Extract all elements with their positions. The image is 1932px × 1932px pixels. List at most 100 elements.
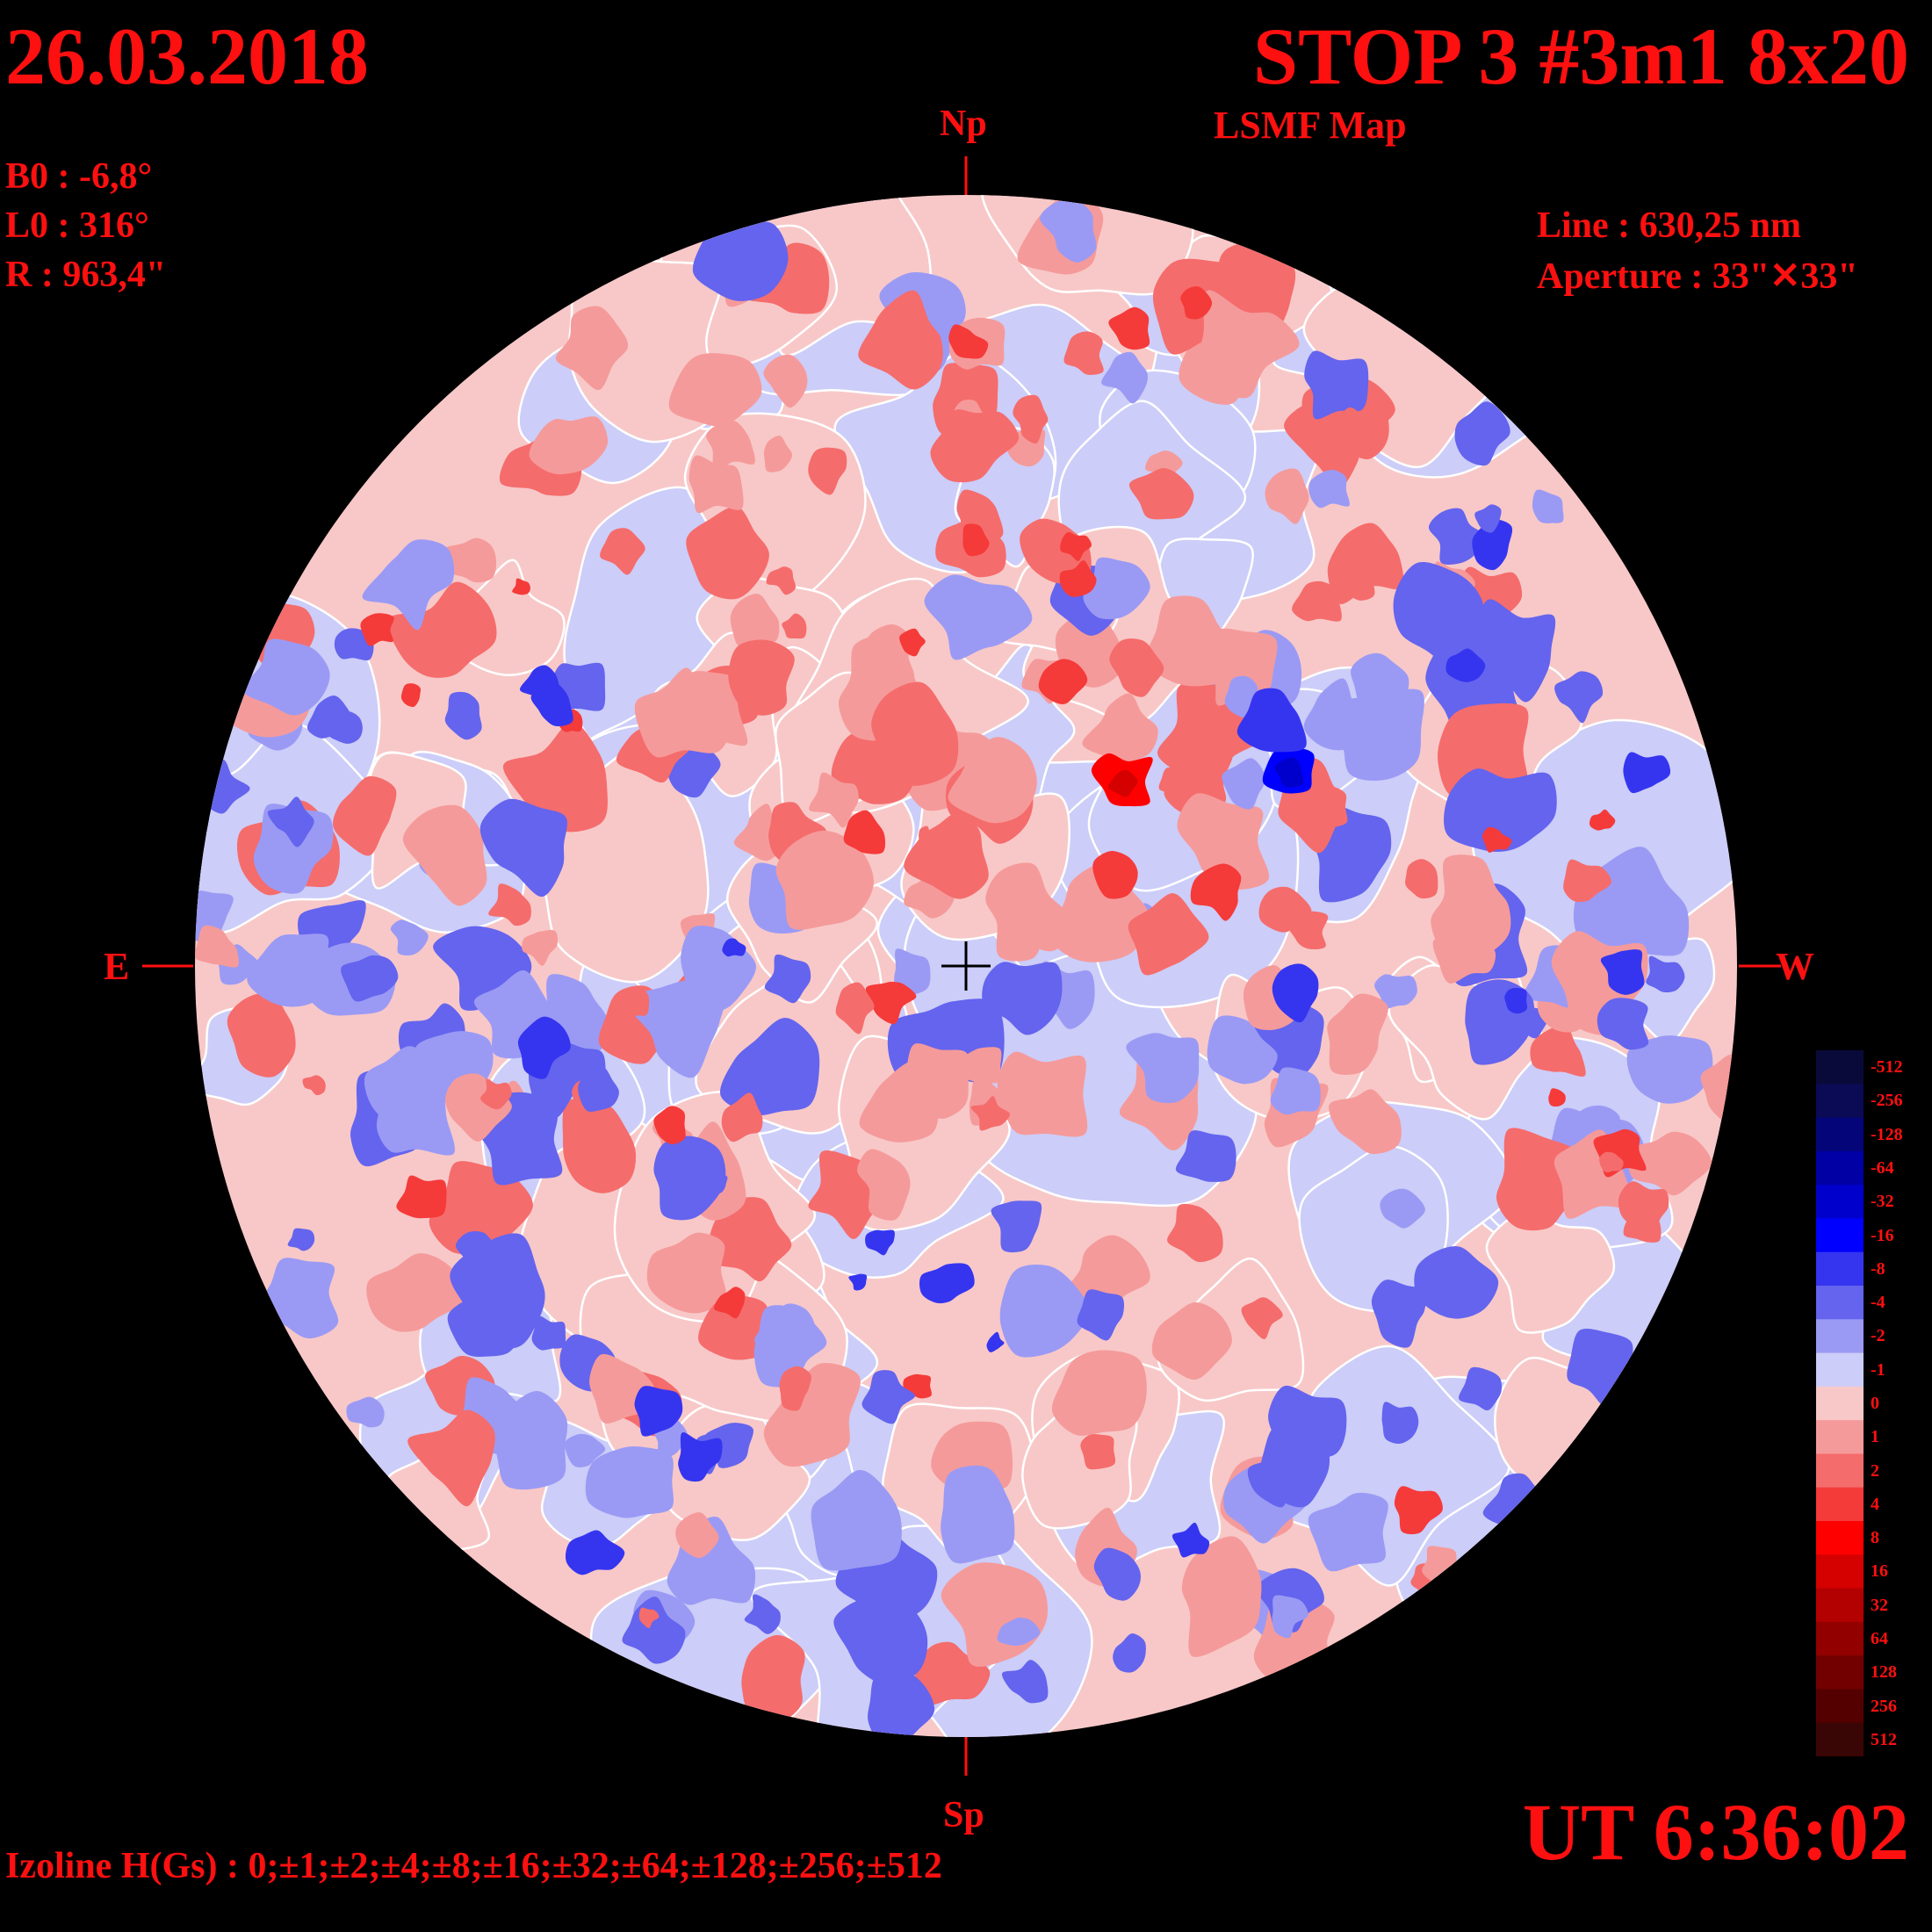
positive-field-region	[396, 1175, 447, 1219]
positive-field-region	[1335, 564, 1375, 601]
legend-swatch	[1816, 1352, 1864, 1388]
negative-field-region	[704, 1423, 753, 1468]
negative-field-region	[1380, 1188, 1425, 1229]
positive-field-region	[302, 1075, 326, 1096]
positive-field-region	[1107, 769, 1138, 797]
negative-field-region	[578, 1066, 619, 1112]
ut-time: UT 6:36:02	[1522, 1787, 1909, 1877]
legend-swatch	[1816, 1588, 1864, 1623]
positive-field-region	[1394, 1486, 1443, 1535]
negative-field-region	[1268, 1385, 1347, 1470]
positive-field-region	[425, 1355, 495, 1416]
legend-label: -16	[1871, 1225, 1894, 1245]
positive-field-region	[668, 353, 762, 427]
positive-field-region	[1265, 468, 1309, 524]
legend-label: 1	[1871, 1427, 1879, 1447]
negative-field-region	[991, 1200, 1042, 1253]
param-radius: R : 963,4"	[5, 255, 167, 295]
positive-field-region	[858, 290, 943, 390]
positive-field-region	[865, 981, 917, 1025]
positive-field-region	[688, 455, 744, 514]
positive-field-region	[930, 409, 1020, 483]
positive-field-region	[600, 528, 645, 575]
legend-swatch	[1816, 1722, 1864, 1756]
negative-field-region	[1101, 351, 1148, 404]
positive-field-region	[766, 566, 797, 595]
positive-field-region	[1337, 407, 1389, 459]
positive-field-region	[843, 810, 886, 854]
legend-swatch	[1816, 1554, 1864, 1590]
negative-field-region	[1472, 519, 1513, 571]
positive-field-region	[706, 420, 755, 472]
legend-swatch	[1816, 1487, 1864, 1522]
positive-field-region	[1013, 394, 1049, 444]
positive-field-region	[562, 1098, 637, 1193]
positive-field-region	[763, 1363, 861, 1467]
positive-field-region	[1329, 1089, 1402, 1155]
positive-field-region	[1059, 560, 1097, 597]
negative-field-region	[1308, 469, 1350, 508]
center-crosshair	[941, 941, 991, 991]
negative-field-region	[1393, 561, 1486, 669]
negative-field-region	[678, 1431, 723, 1482]
positive-field-region	[1481, 826, 1512, 853]
negative-field-region	[1040, 199, 1097, 263]
east-label: E	[104, 945, 130, 988]
positive-field-region	[522, 929, 559, 966]
positive-field-region	[1063, 331, 1104, 375]
negative-field-region	[1308, 1492, 1388, 1572]
field-contours	[195, 195, 1737, 1737]
negative-field-region	[531, 1316, 566, 1351]
positive-field-region	[1128, 468, 1194, 520]
negative-field-region	[585, 1446, 674, 1518]
negative-field-region	[287, 1228, 315, 1251]
color-scale-bar	[1816, 1050, 1864, 1756]
legend-label: 64	[1871, 1629, 1888, 1648]
legend-swatch	[1816, 1521, 1864, 1555]
negative-field-region	[997, 1617, 1041, 1647]
negative-field-region	[1001, 1660, 1049, 1704]
positive-field-region	[1530, 1025, 1586, 1077]
negative-field-region	[341, 955, 399, 1002]
negative-field-region	[924, 574, 1033, 660]
positive-field-region	[646, 1232, 727, 1314]
positive-field-region	[366, 1253, 466, 1332]
negative-field-region	[1459, 1366, 1503, 1411]
negative-field-region	[242, 638, 330, 716]
legend-label: 128	[1871, 1662, 1897, 1683]
negative-field-region	[1272, 1595, 1308, 1639]
negative-field-region	[247, 934, 330, 1007]
north-pole-label: Np	[940, 104, 987, 144]
positive-field-region	[728, 639, 795, 716]
positive-field-region	[675, 1512, 719, 1559]
positive-field-region	[686, 506, 769, 600]
positive-field-region	[919, 825, 936, 845]
legend-label: -512	[1871, 1057, 1903, 1078]
legend-swatch	[1816, 1621, 1864, 1656]
positive-field-region	[962, 523, 990, 557]
positive-field-region	[1548, 1088, 1566, 1107]
negative-field-region	[1475, 599, 1556, 703]
positive-field-region	[512, 578, 530, 595]
negative-field-region	[744, 1594, 781, 1634]
param-line: Line : 630,25 nm	[1537, 205, 1802, 246]
positive-field-region	[1051, 1350, 1147, 1436]
negative-field-region	[1623, 752, 1671, 794]
positive-field-region	[707, 1197, 792, 1282]
negative-field-region	[1236, 688, 1307, 753]
param-l0: L0 : 316°	[5, 205, 149, 246]
negative-field-region	[833, 1598, 928, 1686]
negative-field-region	[479, 798, 568, 898]
positive-field-region	[948, 737, 1037, 824]
positive-field-region	[1151, 1302, 1232, 1381]
positive-field-region	[775, 830, 875, 930]
positive-field-region	[1431, 854, 1511, 958]
negative-field-region	[390, 919, 429, 956]
negative-field-region	[1126, 1033, 1200, 1104]
positive-field-region	[1190, 863, 1242, 921]
legend-label: 32	[1871, 1595, 1888, 1615]
legend-swatch	[1816, 1420, 1864, 1455]
positive-field-region	[387, 581, 497, 678]
positive-field-region	[1432, 931, 1496, 984]
